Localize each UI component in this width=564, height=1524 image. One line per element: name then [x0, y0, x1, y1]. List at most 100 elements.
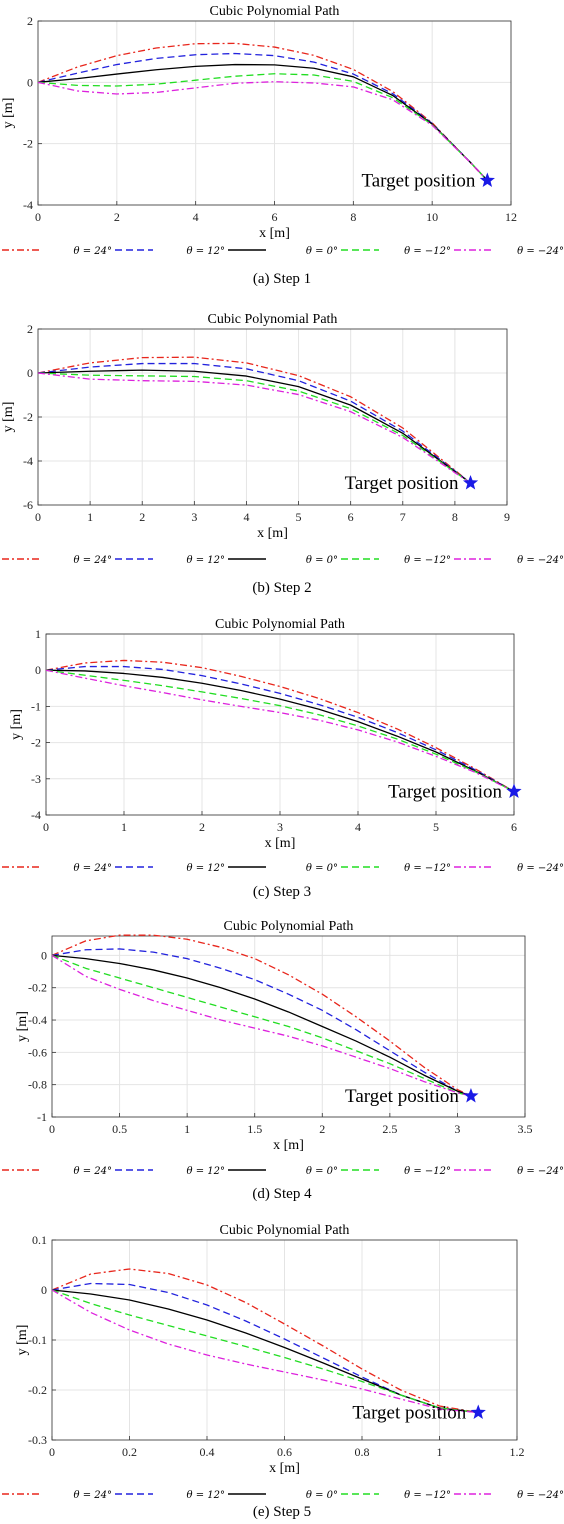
- x-tick-label: 1.5: [247, 1122, 262, 1136]
- y-axis-label: y [m]: [1, 98, 16, 129]
- y-tick-label: -6: [23, 498, 33, 512]
- target-star-icon: [479, 172, 495, 187]
- legend-entry: θ = −24°: [517, 1490, 564, 1501]
- x-axis-label: x [m]: [257, 526, 288, 541]
- target-star-icon: [470, 1404, 486, 1419]
- y-tick-label: -4: [23, 198, 33, 212]
- x-tick-label: 0.2: [122, 1445, 137, 1459]
- legend-entry: θ = 24°: [74, 246, 112, 257]
- chart-title: Cubic Polynomial Path: [224, 919, 354, 934]
- series-line-1: [51, 934, 472, 1097]
- target-label: Target position: [345, 473, 459, 494]
- y-tick-label: 0: [35, 663, 41, 677]
- x-tick-label: 4: [193, 210, 199, 224]
- chart-title: Cubic Polynomial Path: [208, 312, 338, 327]
- x-tick-label: 4: [243, 510, 249, 524]
- y-tick-label: -0.8: [28, 1078, 47, 1092]
- figure-caption: (a) Step 1: [253, 271, 311, 287]
- target-label: Target position: [361, 170, 475, 191]
- legend-entry: θ = 24°: [74, 1166, 112, 1177]
- chart-title: Cubic Polynomial Path: [210, 4, 340, 19]
- series-line-2: [37, 362, 471, 484]
- x-tick-label: 6: [511, 820, 517, 834]
- y-tick-label: -0.2: [28, 1383, 47, 1397]
- legend-entry: θ = 24°: [74, 555, 112, 566]
- series-line-1: [45, 659, 515, 793]
- chart-svg-1: 0 2 4 6 8 10 12 2 0 -2 -4 Cubic Polynomial Path x [m…: [1, 4, 564, 287]
- series-line-5: [51, 954, 472, 1097]
- series-line-3: [51, 954, 472, 1097]
- y-tick-label: -3: [31, 772, 41, 786]
- series-line-5: [51, 1289, 479, 1414]
- legend-entry: θ = −12°: [404, 1166, 451, 1177]
- y-tick-label: -0.2: [28, 981, 47, 995]
- x-tick-label: 2: [199, 820, 205, 834]
- x-tick-label: 2.5: [382, 1122, 397, 1136]
- legend-entry: θ = 0°: [306, 863, 338, 874]
- legend-entry: θ = 12°: [187, 555, 225, 566]
- chart-svg-5: 0 0.2 0.4 0.6 0.8 1 1.2 0.1 0 -0.1 -0.2 -0.3 Cubic P…: [2, 1223, 564, 1520]
- target-label: Target position: [352, 1403, 466, 1424]
- x-axis-label: x [m]: [259, 226, 290, 241]
- x-tick-label: 12: [505, 210, 517, 224]
- figure-caption: (e) Step 5: [253, 1504, 311, 1520]
- y-axis-label: y [m]: [1, 402, 16, 433]
- x-tick-label: 3.5: [518, 1122, 533, 1136]
- legend-entry: θ = 24°: [74, 863, 112, 874]
- x-tick-label: 0: [49, 1122, 55, 1136]
- y-axis-label: y [m]: [15, 1011, 30, 1042]
- chart-panel-3: 0 1 2 3 4 5 6 1 0 -1 -2 -3 -4 Cubic Polynomial Path x …: [0, 612, 564, 916]
- axes-box: [51, 935, 526, 1118]
- chart-panel-2: 0 1 2 3 4 5 6 7 8 9 2 0 -2 -4 -6 Cubic Polynomial Path x…: [0, 308, 564, 612]
- y-tick-label: -4: [31, 808, 41, 822]
- x-tick-label: 8: [452, 510, 458, 524]
- x-tick-label: 6: [348, 510, 354, 524]
- y-tick-label: 0: [27, 366, 33, 380]
- target-label: Target position: [345, 1086, 459, 1107]
- x-tick-label: 0: [49, 1445, 55, 1459]
- y-tick-label: -1: [31, 699, 41, 713]
- legend-entry: θ = 0°: [306, 246, 338, 257]
- x-tick-label: 3: [191, 510, 197, 524]
- y-tick-label: -4: [23, 454, 33, 468]
- series-line-3: [37, 369, 471, 484]
- series-line-4: [51, 1289, 479, 1414]
- legend-entry: θ = −12°: [404, 1490, 451, 1501]
- y-tick-label: 0: [41, 1283, 47, 1297]
- figure-caption: (b) Step 2: [252, 580, 311, 596]
- legend-entry: θ = 24°: [74, 1490, 112, 1501]
- series-line-1: [51, 1268, 479, 1414]
- y-tick-label: -2: [31, 736, 41, 750]
- x-tick-label: 10: [426, 210, 438, 224]
- x-axis-label: x [m]: [269, 1461, 300, 1476]
- x-tick-label: 5: [296, 510, 302, 524]
- target-label: Target position: [388, 781, 502, 802]
- chart-svg-4: 0 0.5 1 1.5 2 2.5 3 3.5 0 -0.2 -0.4 -0.6 -0.8 -1 Cubic…: [2, 919, 564, 1202]
- target-star-icon: [463, 1087, 479, 1103]
- chart-svg-3: 0 1 2 3 4 5 6 1 0 -1 -2 -3 -4 Cubic Polynomial Path x …: [2, 617, 564, 900]
- series-line-3: [45, 669, 515, 793]
- series-line-4: [37, 73, 488, 181]
- y-tick-label: -0.3: [28, 1433, 47, 1447]
- legend-entry: θ = 0°: [306, 1166, 338, 1177]
- series-line-1: [37, 356, 471, 484]
- series-line-1: [37, 42, 488, 181]
- x-tick-label: 1.2: [510, 1445, 525, 1459]
- x-tick-label: 0: [35, 510, 41, 524]
- y-axis-label: y [m]: [15, 1325, 30, 1356]
- legend-entry: θ = −24°: [517, 1166, 564, 1177]
- chart-svg-2: 0 1 2 3 4 5 6 7 8 9 2 0 -2 -4 -6 Cubic Polynomial Path x…: [1, 312, 564, 596]
- series-line-2: [51, 948, 472, 1097]
- chart-panel-5: 0 0.2 0.4 0.6 0.8 1 1.2 0.1 0 -0.1 -0.2 -0.3 Cubic P…: [0, 1220, 564, 1524]
- target-star-icon: [462, 475, 479, 490]
- legend-entry: θ = −24°: [517, 863, 564, 874]
- y-tick-label: -2: [23, 137, 33, 151]
- x-tick-label: 0.4: [200, 1445, 215, 1459]
- x-tick-label: 1: [121, 820, 127, 834]
- series-line-5: [45, 669, 515, 793]
- x-tick-label: 0.6: [277, 1445, 292, 1459]
- legend-entry: θ = −12°: [404, 863, 451, 874]
- legend-entry: θ = 0°: [306, 555, 338, 566]
- y-tick-label: 2: [27, 14, 33, 28]
